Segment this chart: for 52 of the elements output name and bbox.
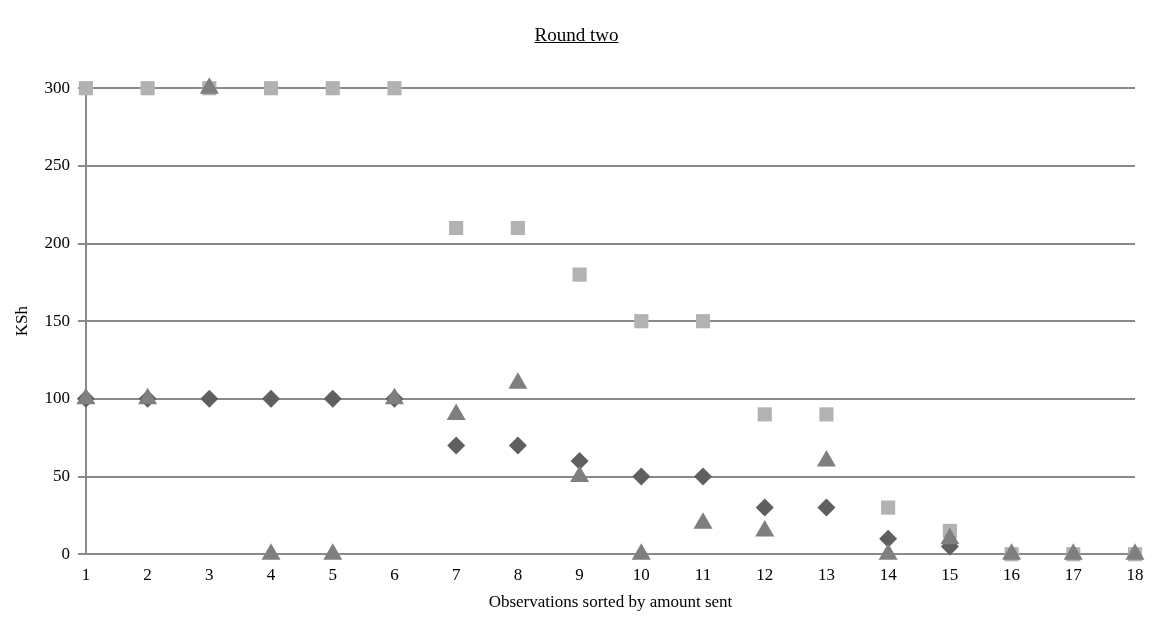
x-tick-label: 9 [575,564,584,584]
point [78,81,93,96]
point [510,220,525,236]
point [200,389,219,408]
y-tick-label: 0 [61,543,70,563]
point [447,436,466,455]
point [449,220,464,236]
x-tick-label: 15 [941,564,959,584]
x-axis-title: Observations sorted by amount sent [488,592,733,612]
y-tick-label: 50 [52,466,70,485]
point [262,389,281,408]
x-tick-label: 17 [1064,564,1083,584]
point [323,389,342,408]
point [634,314,649,329]
point [694,467,713,486]
x-tick-label: 18 [1126,564,1144,584]
y-axis-title: KSh [11,305,31,337]
point [817,498,836,517]
x-tick-label: 1 [81,564,91,584]
x-tick-label: 14 [879,564,898,584]
point [755,498,774,517]
y-tick-label: 150 [44,310,70,330]
x-tick-label: 16 [1003,564,1021,584]
y-tick-label: 300 [44,77,70,97]
point [572,267,587,282]
x-tick-label: 10 [632,564,650,584]
x-tick-label: 11 [694,564,712,584]
point [508,436,527,455]
point [819,407,834,422]
point [881,500,896,515]
point [757,407,772,422]
x-tick-label: 8 [513,564,523,584]
x-tick-label: 12 [756,564,774,584]
x-tick-label: 6 [390,564,399,584]
x-tick-label: 2 [143,564,152,584]
y-tick-label: 250 [44,155,70,175]
x-tick-label: 3 [205,564,214,584]
point [140,81,155,96]
x-tick-label: 4 [266,564,276,584]
point [632,467,651,486]
point [570,452,589,470]
y-tick-label: 100 [44,388,70,408]
point [695,314,711,329]
point [387,81,402,96]
point [879,529,898,548]
x-tick-label: 7 [451,564,461,584]
x-tick-label: 13 [817,564,835,584]
point [325,81,340,96]
point [263,81,279,96]
chart-title: Round two [534,24,619,46]
x-tick-label: 5 [328,564,337,584]
y-tick-label: 200 [44,233,70,252]
